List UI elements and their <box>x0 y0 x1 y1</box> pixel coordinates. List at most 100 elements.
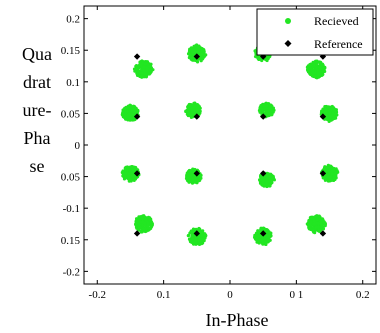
received-point <box>265 109 269 114</box>
received-point <box>132 109 137 113</box>
received-point <box>314 214 318 218</box>
received-point <box>193 111 197 115</box>
received-point <box>139 71 143 75</box>
received-point <box>198 53 202 57</box>
received-point <box>124 115 128 120</box>
y-axis-label-line: Pha <box>23 128 51 148</box>
received-point <box>306 70 311 74</box>
received-point <box>186 173 190 177</box>
received-point <box>199 59 203 63</box>
received-point <box>309 220 313 224</box>
received-point <box>317 225 321 229</box>
x-tick-label: 0 <box>227 289 233 301</box>
reference-series <box>133 53 327 237</box>
received-point <box>313 74 317 78</box>
received-point <box>203 233 208 237</box>
x-tick-label: -0.2 <box>89 289 106 301</box>
received-point <box>191 242 196 246</box>
received-point <box>325 165 329 169</box>
received-point <box>130 109 134 113</box>
received-point <box>201 229 205 233</box>
received-point <box>139 230 143 234</box>
received-point <box>193 50 197 54</box>
received-point <box>127 176 132 180</box>
received-point <box>203 53 207 57</box>
reference-point <box>133 170 141 177</box>
received-point <box>187 176 191 181</box>
y-tick-label: 0.2 <box>66 14 80 26</box>
received-point <box>197 237 202 242</box>
received-point <box>328 111 332 115</box>
received-point <box>137 222 141 227</box>
received-point <box>187 180 191 184</box>
received-point <box>133 117 137 122</box>
received-point <box>125 109 130 114</box>
received-point <box>263 183 267 187</box>
legend-reference-label: Reference <box>314 37 363 51</box>
received-point <box>262 237 267 242</box>
x-tick-label: 0 1 <box>289 289 303 301</box>
received-point <box>138 226 142 230</box>
y-axis-label-line: drat <box>23 72 51 92</box>
reference-point <box>133 113 141 120</box>
received-point <box>255 239 260 244</box>
reference-point <box>319 113 327 120</box>
received-point <box>261 226 265 230</box>
received-point <box>187 105 191 109</box>
received-point <box>126 113 130 117</box>
received-point <box>329 115 333 119</box>
received-point <box>131 113 135 117</box>
received-point <box>150 222 154 226</box>
received-point <box>131 165 136 169</box>
received-point <box>269 173 274 177</box>
received-point <box>311 68 315 72</box>
received-point <box>333 112 337 116</box>
received-point <box>134 222 138 226</box>
received-point <box>144 217 148 221</box>
reference-point <box>259 170 267 177</box>
received-point <box>147 62 151 66</box>
received-point <box>133 177 138 181</box>
received-point <box>201 237 205 241</box>
received-point <box>312 62 316 67</box>
reference-point <box>193 113 201 120</box>
received-point <box>268 103 272 107</box>
received-point <box>147 64 151 68</box>
received-point <box>143 62 148 66</box>
received-point <box>270 180 274 185</box>
received-point <box>265 104 269 108</box>
y-axis-label-line: se <box>29 156 45 176</box>
legend-box <box>256 8 374 56</box>
x-axis-ticks: -0.2 0.1 0 0 1 0.2 <box>89 6 370 301</box>
received-point <box>323 224 327 228</box>
received-point <box>259 238 263 242</box>
received-point <box>126 166 130 170</box>
legend: Recieved Reference <box>256 8 374 56</box>
received-point <box>333 109 337 114</box>
received-point <box>124 172 128 176</box>
received-point <box>135 67 139 71</box>
x-tick-label: 0.2 <box>356 289 370 301</box>
received-point <box>200 234 204 238</box>
received-point <box>190 50 194 54</box>
received-point <box>123 175 127 179</box>
received-point <box>324 116 329 121</box>
received-point <box>322 66 326 70</box>
reference-point <box>133 230 141 237</box>
received-point <box>148 226 152 230</box>
received-point <box>319 110 324 114</box>
received-point <box>189 239 193 244</box>
received-point <box>256 229 260 233</box>
received-point <box>311 228 315 232</box>
received-point <box>315 60 319 64</box>
received-point <box>121 171 125 176</box>
received-point <box>144 75 148 79</box>
reference-point <box>193 230 201 237</box>
reference-point <box>319 230 327 237</box>
received-point <box>259 178 263 182</box>
received-point <box>195 43 199 47</box>
received-point <box>141 226 146 231</box>
received-point <box>258 106 262 111</box>
received-point <box>267 183 271 187</box>
